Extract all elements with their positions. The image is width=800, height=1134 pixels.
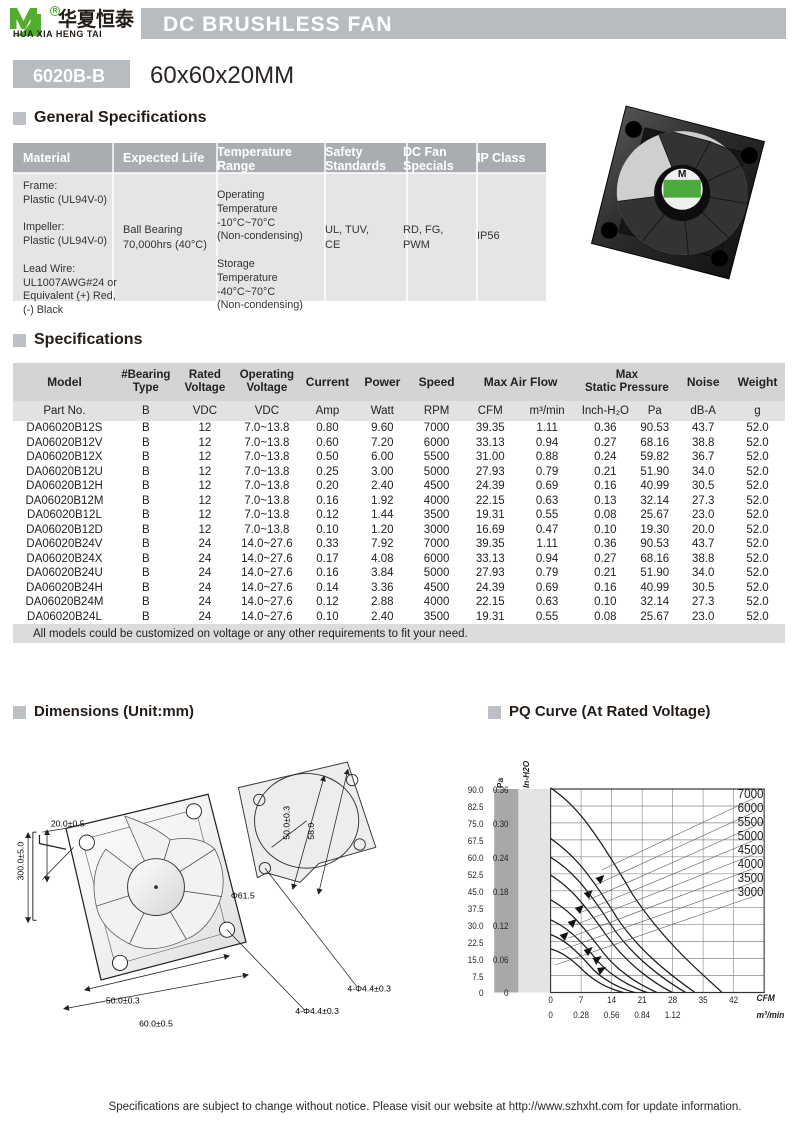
svg-text:0.06: 0.06 — [493, 955, 509, 966]
svg-text:30.0: 30.0 — [468, 921, 484, 932]
svg-text:60.0: 60.0 — [468, 853, 484, 864]
svg-text:4500: 4500 — [738, 842, 764, 857]
svg-text:7000: 7000 — [738, 786, 764, 801]
svg-text:28: 28 — [668, 995, 677, 1006]
svg-text:14: 14 — [607, 995, 616, 1006]
svg-text:0.28: 0.28 — [573, 1010, 589, 1021]
svg-text:6000: 6000 — [738, 800, 764, 815]
svg-text:0: 0 — [548, 1010, 553, 1021]
svg-text:5000: 5000 — [738, 828, 764, 843]
svg-text:35: 35 — [699, 995, 708, 1006]
svg-text:15.0: 15.0 — [468, 955, 484, 966]
svg-text:5500: 5500 — [738, 814, 764, 829]
svg-text:0.30: 0.30 — [493, 819, 509, 830]
svg-text:82.5: 82.5 — [468, 802, 484, 813]
svg-text:37.5: 37.5 — [468, 904, 484, 915]
svg-text:90.0: 90.0 — [468, 785, 484, 796]
svg-text:0.24: 0.24 — [493, 853, 509, 864]
svg-text:7: 7 — [579, 995, 584, 1006]
svg-text:0.12: 0.12 — [493, 921, 509, 932]
svg-text:0: 0 — [548, 995, 553, 1006]
svg-text:3500: 3500 — [738, 870, 764, 885]
svg-text:0.18: 0.18 — [493, 887, 509, 898]
svg-text:4000: 4000 — [738, 856, 764, 871]
svg-text:0: 0 — [504, 988, 509, 999]
svg-text:CFM: CFM — [756, 993, 775, 1004]
svg-text:67.5: 67.5 — [468, 836, 484, 847]
svg-text:0.84: 0.84 — [634, 1010, 650, 1021]
svg-text:22.5: 22.5 — [468, 938, 484, 949]
svg-text:42: 42 — [729, 995, 738, 1006]
svg-text:45.0: 45.0 — [468, 887, 484, 898]
svg-text:0: 0 — [479, 988, 484, 999]
svg-text:0.56: 0.56 — [604, 1010, 620, 1021]
svg-text:21: 21 — [638, 995, 647, 1006]
svg-text:7.5: 7.5 — [472, 972, 483, 983]
svg-text:52.5: 52.5 — [468, 870, 484, 881]
svg-text:3000: 3000 — [738, 884, 764, 899]
svg-text:75.0: 75.0 — [468, 819, 484, 830]
svg-text:1.12: 1.12 — [665, 1010, 681, 1021]
svg-text:m³/min: m³/min — [756, 1010, 784, 1021]
